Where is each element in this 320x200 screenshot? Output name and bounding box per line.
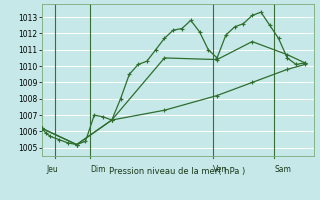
Text: Jeu: Jeu [46, 165, 58, 174]
Text: Dim: Dim [90, 165, 105, 174]
X-axis label: Pression niveau de la mer( hPa ): Pression niveau de la mer( hPa ) [109, 167, 246, 176]
Text: Sam: Sam [274, 165, 291, 174]
Text: Ven: Ven [213, 165, 227, 174]
